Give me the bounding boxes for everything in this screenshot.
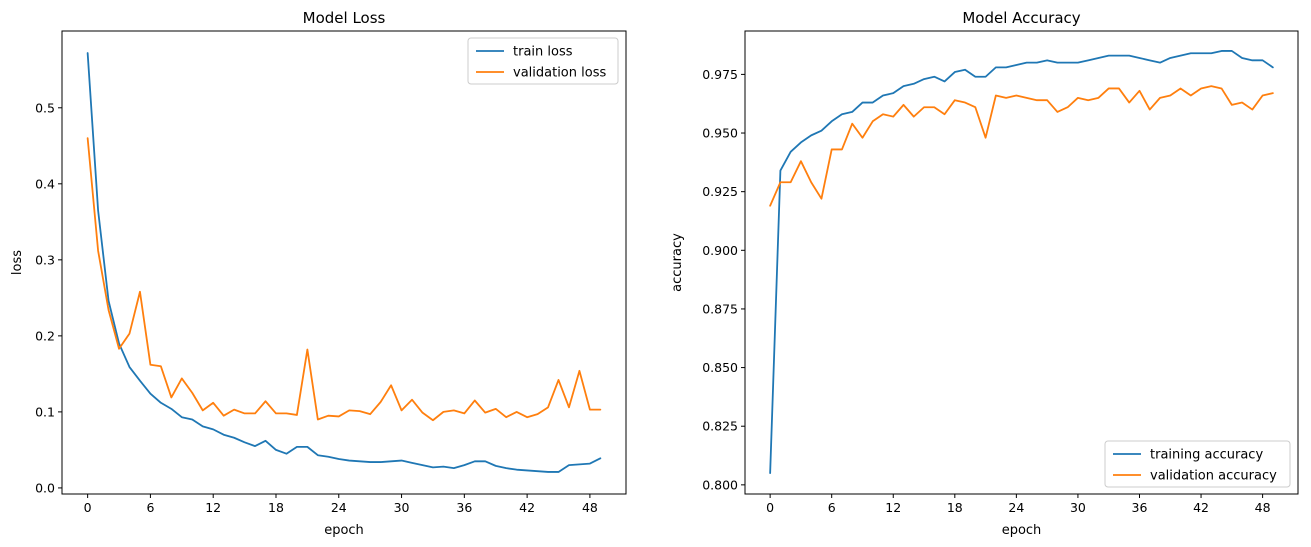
accuracy-x-tick-label: 6 <box>828 500 836 515</box>
loss-x-tick-label: 42 <box>519 500 535 515</box>
accuracy-x-tick-label: 18 <box>947 500 963 515</box>
loss-y-tick-label: 0.5 <box>35 100 55 115</box>
accuracy-series-training-accuracy <box>769 50 1274 475</box>
accuracy-legend-label: validation accuracy <box>1150 469 1277 484</box>
loss-x-tick-label: 30 <box>394 500 410 515</box>
accuracy-series-validation-accuracy <box>769 85 1274 207</box>
accuracy-y-tick-label: 0.875 <box>702 301 738 316</box>
accuracy-legend-box <box>1104 440 1291 488</box>
accuracy-y-tick-label: 0.900 <box>702 243 738 258</box>
accuracy-y-tick-label: 0.800 <box>702 477 738 492</box>
accuracy-y-tick-label: 0.925 <box>702 184 738 199</box>
accuracy-x-tick-label: 12 <box>885 500 901 515</box>
loss-y-axis-label: loss <box>10 250 25 275</box>
accuracy-y-tick-label: 0.975 <box>702 67 738 82</box>
loss-legend: train loss validation loss <box>467 37 619 85</box>
accuracy-x-tick-label: 48 <box>1255 500 1271 515</box>
accuracy-plot-area <box>744 30 1299 495</box>
loss-legend-label: validation loss <box>513 66 606 81</box>
loss-y-tick-label: 0.0 <box>35 480 55 495</box>
loss-plot-area <box>61 30 627 495</box>
accuracy-x-axis-label: epoch <box>1002 523 1042 538</box>
accuracy-chart-title: Model Accuracy <box>962 9 1080 27</box>
accuracy-legend: training accuracy validation accuracy <box>1104 440 1291 488</box>
loss-series-validation-loss <box>86 137 602 422</box>
accuracy-x-tick-label: 30 <box>1070 500 1086 515</box>
loss-x-tick-label: 12 <box>205 500 221 515</box>
loss-chart-title: Model Loss <box>303 9 386 27</box>
loss-chart: Model Loss 0 6 12 18 24 30 36 42 48 0.0 0.1 0.2 0.3 0.… <box>10 9 627 538</box>
accuracy-chart: Model Accuracy 0 6 12 18 24 30 36 42 48 0.800 0.825… <box>670 9 1299 538</box>
accuracy-x-tick-label: 36 <box>1132 500 1148 515</box>
loss-x-tick-label: 36 <box>456 500 472 515</box>
accuracy-legend-label: training accuracy <box>1150 448 1263 463</box>
loss-y-tick-label: 0.3 <box>35 252 55 267</box>
accuracy-y-tick-label: 0.825 <box>702 419 738 434</box>
loss-x-tick-label: 24 <box>331 500 347 515</box>
accuracy-x-tick-label: 24 <box>1008 500 1024 515</box>
loss-x-tick-label: 0 <box>84 500 92 515</box>
accuracy-y-tick-label: 0.950 <box>702 126 738 141</box>
loss-series-train-loss <box>86 52 602 473</box>
loss-legend-label: train loss <box>513 45 573 60</box>
accuracy-x-tick-label: 0 <box>766 500 774 515</box>
loss-x-axis-label: epoch <box>324 523 364 538</box>
accuracy-y-axis-label: accuracy <box>670 233 685 292</box>
loss-x-tick-label: 48 <box>582 500 598 515</box>
loss-y-tick-label: 0.4 <box>35 176 55 191</box>
loss-y-tick-label: 0.1 <box>35 404 55 419</box>
loss-legend-box <box>467 37 619 85</box>
accuracy-x-tick-label: 42 <box>1193 500 1209 515</box>
accuracy-y-tick-label: 0.850 <box>702 360 738 375</box>
loss-x-tick-label: 6 <box>146 500 154 515</box>
loss-x-tick-label: 18 <box>268 500 284 515</box>
loss-y-tick-label: 0.2 <box>35 328 55 343</box>
